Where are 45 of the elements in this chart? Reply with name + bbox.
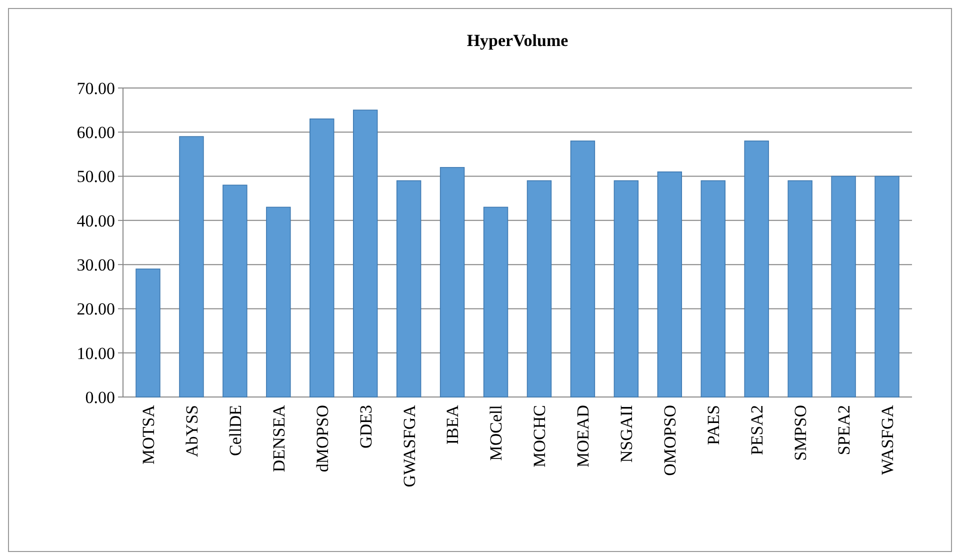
bar <box>222 184 248 398</box>
x-tick-label: SMPSO <box>791 405 810 461</box>
bar <box>440 167 465 398</box>
y-tick-label: 50.00 <box>76 167 115 186</box>
bar <box>483 206 508 398</box>
bar <box>136 268 160 398</box>
bar <box>874 176 900 398</box>
x-tick-label: DENSEA <box>269 404 288 472</box>
x-tick-label: dMOPSO <box>312 405 332 472</box>
bar <box>310 118 334 398</box>
x-tick-label: MOTSA <box>138 404 158 465</box>
x-tick-label: GDE3 <box>356 405 376 448</box>
x-tick-label: PAES <box>704 405 724 446</box>
x-tick-label: MOCHC <box>530 405 550 468</box>
x-tick-label: CellDE <box>226 405 245 456</box>
bar <box>700 180 726 398</box>
bar <box>614 180 639 398</box>
bar <box>352 110 378 398</box>
y-tick-label: 10.00 <box>76 344 115 363</box>
x-tick-label: IBEA <box>443 404 462 445</box>
x-tick-label: AbYSS <box>182 405 202 457</box>
bar <box>266 206 291 398</box>
y-tick-label: 60.00 <box>76 123 115 142</box>
y-tick-label: 0.00 <box>85 388 115 407</box>
x-tick-label: MOEAD <box>574 405 593 468</box>
x-tick-label: WASFGA <box>878 404 897 475</box>
bar <box>831 176 856 398</box>
bar <box>657 171 682 398</box>
x-tick-label: SPEA2 <box>834 405 854 456</box>
x-tick-label: OMOPSO <box>660 405 680 476</box>
bar <box>788 180 812 398</box>
bar <box>744 140 769 398</box>
bar <box>526 180 552 398</box>
chart-title: HyperVolume <box>466 31 569 50</box>
bar <box>179 136 204 398</box>
y-tick-label: 70.00 <box>76 78 115 98</box>
x-tick-label: PESA2 <box>748 405 767 456</box>
bar <box>570 140 596 398</box>
y-tick-label: 40.00 <box>76 211 115 230</box>
y-tick-label: 30.00 <box>76 256 115 275</box>
x-tick-label: NSGAII <box>617 404 636 463</box>
x-tick-label: GWASFGA <box>400 404 419 488</box>
y-tick-label: 20.00 <box>76 300 115 319</box>
bar <box>396 180 422 398</box>
x-tick-label: MOCell <box>486 404 506 461</box>
